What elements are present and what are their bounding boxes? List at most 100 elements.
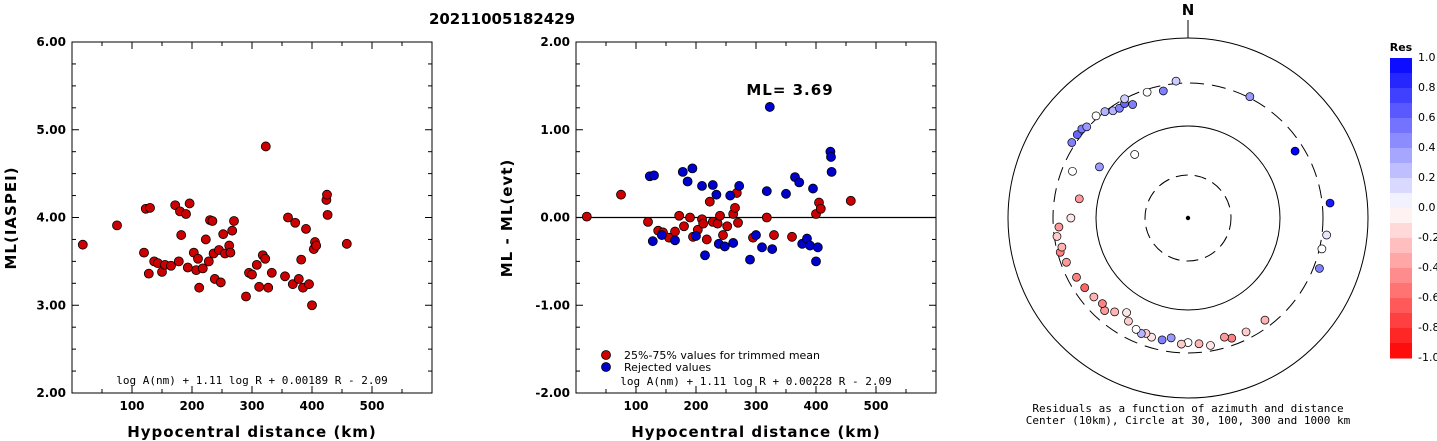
data-point-blue (826, 152, 836, 162)
data-point-blue (745, 254, 755, 265)
data-point-red (112, 220, 122, 231)
station-residual-point (1325, 198, 1335, 208)
x-tick-label: 500 (359, 399, 384, 413)
station-residual-point (1171, 76, 1181, 86)
station-residual-point (1091, 111, 1101, 121)
colorbar-cell (1390, 133, 1412, 149)
data-point-red (643, 216, 653, 227)
station-residual-point (1220, 332, 1229, 342)
colorbar-tick-label: -0.4 (1418, 261, 1437, 274)
x-tick-label: 500 (863, 399, 888, 413)
ml-vs-distance-panel: Hypocentral distance (km) ML(IASPEI) log… (2, 35, 433, 441)
data-point-red (194, 282, 205, 293)
station-residual-point (1100, 107, 1110, 116)
x-tick-label: 400 (299, 399, 324, 413)
colorbar-cell (1390, 343, 1412, 359)
colorbar-cell (1390, 298, 1412, 314)
polar-30km-circle (1144, 174, 1232, 262)
colorbar-tick-label: 0.4 (1418, 141, 1436, 154)
colorbar-cell (1390, 118, 1412, 134)
colorbar-cell (1390, 283, 1412, 299)
data-point-red (685, 212, 695, 223)
data-point-red (718, 230, 728, 240)
polar-caption-2: Center (10km), Circle at 30, 100, 300 an… (1026, 414, 1351, 427)
station-residual-point (1317, 244, 1327, 254)
panel1-ylabel: ML(IASPEI) (2, 166, 20, 269)
station-residual-point (1098, 299, 1107, 308)
data-point-red (704, 196, 715, 207)
station-residual-point (1158, 86, 1168, 96)
data-point-blue (781, 188, 791, 199)
ml-annotation: ML= 3.69 (746, 81, 833, 99)
station-residual-point (1089, 292, 1099, 302)
data-point-red (215, 277, 226, 288)
data-point-blue (656, 230, 667, 240)
station-residual-point (1062, 257, 1071, 267)
data-point-red (616, 189, 626, 200)
colorbar-cells (1390, 58, 1412, 359)
data-point-blue (728, 238, 739, 248)
ml-residual-panel: Hypocentral distance (km) ML - ML(evt) M… (498, 35, 937, 441)
panel1-ticks: 100 200 300 400 500 2.00 3.00 4.00 5.00 6.00 (36, 35, 433, 413)
station-residual-point (1131, 324, 1141, 334)
colorbar-tick-label: 1.0 (1418, 51, 1436, 64)
data-point-red (769, 230, 779, 240)
station-residual-point (1142, 87, 1152, 97)
station-residual-point (1322, 230, 1331, 240)
data-point-red (193, 253, 203, 264)
data-point-red (301, 224, 311, 234)
data-point-red (581, 211, 592, 222)
station-residual-point (1082, 122, 1092, 132)
colorbar-tick-label: 0.6 (1418, 111, 1436, 124)
station-residual-point (1110, 307, 1120, 317)
panel2-points (581, 102, 856, 267)
data-point-red (341, 238, 352, 249)
station-residual-point (1227, 333, 1237, 343)
data-point-red (715, 210, 725, 221)
colorbar-cell (1390, 328, 1412, 344)
panel2-xlabel: Hypocentral distance (km) (631, 423, 881, 441)
x-tick-label: 400 (803, 399, 828, 413)
station-residual-point (1095, 162, 1104, 172)
data-point-red (845, 195, 856, 206)
data-point-red (173, 256, 184, 267)
station-residual-point (1241, 327, 1251, 337)
data-point-red (166, 260, 176, 271)
station-residual-point (1120, 94, 1129, 104)
colorbar-tick-label: 0.0 (1418, 201, 1436, 214)
data-point-blue (794, 177, 805, 188)
station-residual-point (1052, 232, 1062, 241)
polar-300km-circle (1052, 82, 1324, 354)
y-tick-label: 3.00 (36, 298, 66, 312)
data-point-red (322, 209, 333, 220)
data-point-red (227, 225, 238, 236)
data-point-red (225, 247, 236, 258)
data-point-blue (764, 102, 775, 112)
data-point-red (290, 217, 301, 228)
data-point-blue (649, 170, 659, 181)
colorbar-ticks: 1.0 0.8 0.6 0.4 0.2 0.0 -0.2 -0.4 -0.6 -0.8 -1.0 (1418, 51, 1437, 364)
colorbar-cell (1390, 208, 1412, 224)
polar-residual-panel: N Residuals as a function of azimuth and… (1007, 1, 1369, 427)
colorbar-tick-label: -1.0 (1418, 351, 1437, 364)
data-point-red (670, 226, 680, 237)
x-tick-label: 100 (623, 399, 648, 413)
figure-title: 20211005182429 (429, 10, 575, 28)
data-point-red (701, 234, 712, 245)
data-point-red (263, 282, 274, 293)
station-residual-point (1290, 146, 1300, 156)
station-residual-point (1080, 283, 1090, 293)
data-point-red (229, 216, 239, 226)
station-residual-point (1177, 339, 1186, 349)
residual-colorbar: Res 1.0 0.8 0.6 0.4 0.2 0.0 -0.2 -0.4 -0.6 -0.8 -1… (1390, 41, 1437, 364)
x-tick-label: 200 (683, 399, 708, 413)
y-tick-label: 1.00 (540, 123, 570, 137)
data-point-blue (811, 256, 821, 267)
station-residual-point (1122, 308, 1131, 317)
legend-red-label: 25%-75% values for trimmed mean (624, 349, 820, 362)
data-point-red (260, 141, 271, 152)
station-residual-point (1245, 92, 1255, 101)
x-tick-label: 300 (239, 399, 264, 413)
station-residual-point (1054, 222, 1064, 232)
